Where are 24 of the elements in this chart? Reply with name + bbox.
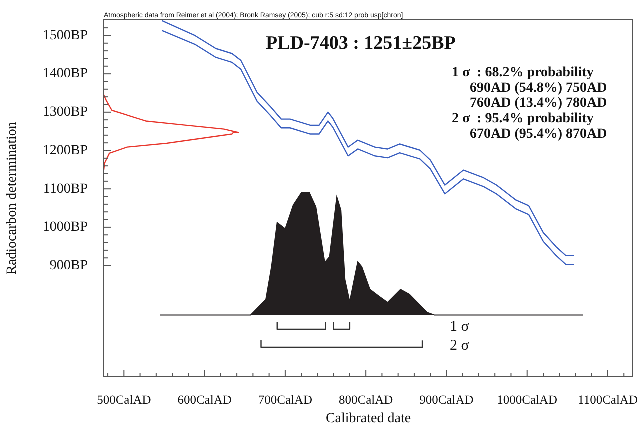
y-tick-label: 1300BP (42, 105, 88, 120)
annotation: 2 σ : 95.4% probability (452, 112, 594, 127)
annotation: 2 σ (450, 338, 470, 354)
x-tick-label: 900CalAD (420, 392, 474, 407)
y-tick-label: 1000BP (42, 220, 88, 236)
annotation: 690AD (54.8%) 750AD (470, 80, 608, 96)
y-tick-label: 900BP (50, 258, 88, 274)
annotation: 1 σ : 68.2% probability (452, 66, 594, 81)
x-tick-label: 500CalAD (97, 392, 152, 407)
y-tick-label: 1400BP (42, 66, 88, 82)
x-axis-title: Calibrated date (326, 411, 412, 426)
y-axis-title: Radiocarbon determination (5, 122, 20, 275)
x-tick-label: 600CalAD (178, 392, 232, 407)
text: PLD-7403 : 1251±25BP (266, 32, 456, 54)
x-tick-label: 800CalAD (338, 392, 394, 407)
y-tick-label: 1200BP (42, 143, 88, 158)
y-tick-label: 1500BP (42, 28, 88, 44)
x-tick-label: 1100CalAD (578, 392, 638, 407)
x-tick-label: 700CalAD (258, 392, 313, 407)
annotation: 760AD (13.4%) 780AD (470, 96, 608, 112)
x-tick-label: 1000CalAD (497, 392, 558, 407)
y-tick-label: 1100BP (43, 182, 88, 197)
annotation: 1 σ (450, 318, 470, 335)
annotation: 670AD (95.4%) 870AD (470, 126, 608, 142)
